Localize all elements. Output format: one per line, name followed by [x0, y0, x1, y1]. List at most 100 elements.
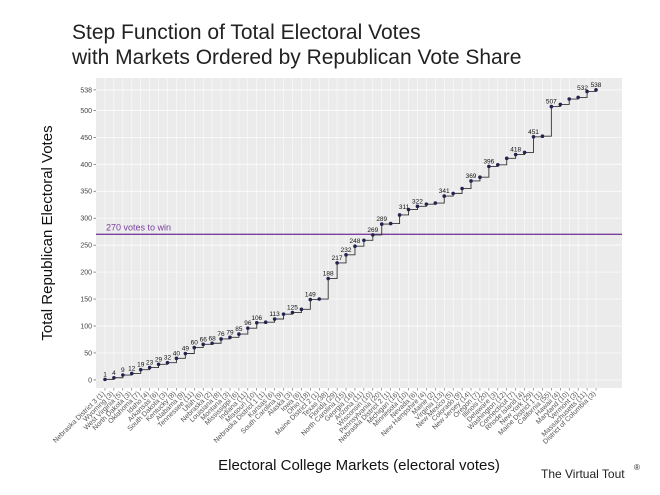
data-label: 311	[399, 204, 410, 211]
plot-panel	[96, 78, 622, 388]
data-point	[379, 222, 384, 226]
data-label: 79	[226, 329, 234, 336]
data-point	[594, 88, 598, 92]
y-tick-label: 50	[84, 350, 92, 357]
data-label: 40	[173, 350, 181, 357]
data-point	[121, 373, 125, 377]
data-point	[540, 134, 545, 139]
data-label: 113	[269, 311, 280, 318]
data-point	[371, 233, 375, 237]
y-tick-label: 538	[80, 87, 92, 94]
data-point	[326, 276, 330, 281]
data-point	[272, 317, 277, 321]
y-tick-label: 350	[80, 189, 92, 196]
data-point	[335, 261, 339, 265]
data-point	[442, 194, 447, 198]
data-label: 248	[350, 238, 361, 245]
y-tick-label: 300	[80, 216, 92, 223]
data-label: 19	[137, 362, 145, 369]
data-label: 23	[146, 360, 154, 367]
data-label: 396	[483, 158, 494, 165]
data-label: 60	[191, 340, 199, 347]
data-label: 85	[235, 326, 243, 333]
y-axis-ticks: 0 50 100 150 200 250 300 350 400 450 500 538	[80, 87, 96, 384]
data-label: 49	[182, 345, 190, 352]
data-point	[576, 95, 580, 100]
data-label: 507	[546, 99, 557, 106]
data-point	[308, 297, 313, 302]
data-label: 76	[217, 331, 225, 338]
data-label: 538	[591, 82, 602, 89]
data-point	[129, 371, 134, 376]
y-tick-label: 450	[80, 135, 92, 142]
data-point	[112, 375, 116, 380]
data-point	[424, 202, 429, 206]
data-label: 68	[209, 335, 217, 342]
x-axis-ticks: Nebraska District 3 (1)Wyoming (3)West V…	[52, 388, 597, 446]
data-point	[344, 253, 348, 257]
data-point	[406, 207, 411, 212]
data-point	[513, 152, 518, 157]
data-point	[504, 156, 509, 161]
data-label: 289	[376, 216, 387, 223]
data-point	[478, 175, 482, 179]
data-point	[397, 213, 402, 217]
data-point	[531, 134, 536, 139]
data-point	[433, 201, 438, 205]
data-point	[415, 204, 420, 209]
data-point	[201, 342, 205, 347]
data-label: 149	[305, 292, 316, 299]
data-point	[558, 102, 563, 107]
y-tick-label: 100	[80, 324, 92, 331]
data-point	[147, 365, 152, 370]
data-point	[299, 307, 304, 312]
registered-mark: ®	[634, 463, 640, 472]
data-label: 232	[341, 247, 352, 254]
data-point	[192, 345, 197, 350]
data-point	[522, 150, 527, 155]
data-point	[585, 89, 589, 94]
data-point	[228, 335, 232, 340]
data-label: 106	[251, 315, 262, 322]
data-point	[469, 179, 473, 183]
data-point	[451, 191, 455, 196]
data-point	[290, 310, 295, 315]
data-point	[460, 186, 464, 191]
data-point	[388, 221, 393, 226]
data-point	[103, 377, 107, 382]
data-point	[254, 320, 259, 325]
data-points	[103, 88, 598, 382]
y-tick-label: 150	[80, 297, 92, 304]
y-tick-label: 200	[80, 270, 92, 277]
data-point	[156, 362, 161, 367]
data-point	[138, 367, 143, 372]
data-label: 9	[121, 367, 125, 374]
data-label: 29	[155, 356, 163, 363]
data-label: 341	[439, 188, 450, 195]
data-point	[362, 238, 366, 243]
data-point	[174, 356, 179, 361]
data-label: 269	[367, 227, 378, 234]
data-point	[183, 351, 188, 356]
data-label: 4	[112, 370, 116, 377]
chart-title-line-2: with Markets Ordered by Republican Vote …	[71, 46, 521, 69]
y-tick-label: 250	[80, 243, 92, 250]
data-point	[165, 360, 170, 365]
data-point	[567, 97, 572, 101]
data-label: 217	[332, 255, 343, 262]
data-label: 188	[323, 271, 334, 278]
data-point	[219, 337, 223, 341]
reference-line-label: 270 votes to win	[106, 222, 171, 232]
data-label: 322	[412, 198, 423, 205]
data-label: 532	[577, 85, 588, 92]
y-tick-label: 500	[80, 108, 92, 115]
data-label: 12	[128, 365, 136, 372]
y-tick-label: 0	[88, 377, 92, 384]
data-label: 1	[103, 371, 107, 378]
x-axis-title: Electoral College Markets (electoral vot…	[218, 457, 500, 474]
data-label: 451	[528, 129, 539, 136]
data-point	[237, 332, 241, 336]
data-point	[487, 164, 491, 169]
